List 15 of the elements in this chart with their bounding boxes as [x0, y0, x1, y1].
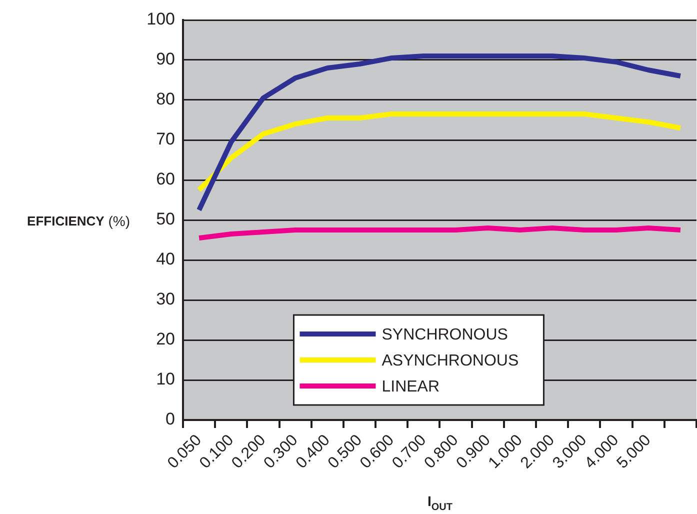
- y-tick-label: 100: [146, 10, 175, 29]
- y-tick-label: 70: [156, 130, 175, 149]
- y-tick-label: 0: [166, 410, 175, 429]
- y-tick-label: 10: [156, 370, 175, 389]
- legend-label: LINEAR: [382, 378, 440, 396]
- y-tick-label: 20: [156, 330, 175, 349]
- y-tick-label: 60: [156, 170, 175, 189]
- y-tick-label: 50: [156, 210, 175, 229]
- y-axis-title: EFFICIENCY (%): [27, 212, 130, 229]
- y-tick-label: 40: [156, 250, 175, 269]
- legend-label: SYNCHRONOUS: [382, 326, 508, 344]
- y-tick-label: 90: [156, 50, 175, 69]
- legend-label: ASYNCHRONOUS: [382, 352, 519, 370]
- y-tick-label: 80: [156, 90, 175, 109]
- y-tick-label: 30: [156, 290, 175, 309]
